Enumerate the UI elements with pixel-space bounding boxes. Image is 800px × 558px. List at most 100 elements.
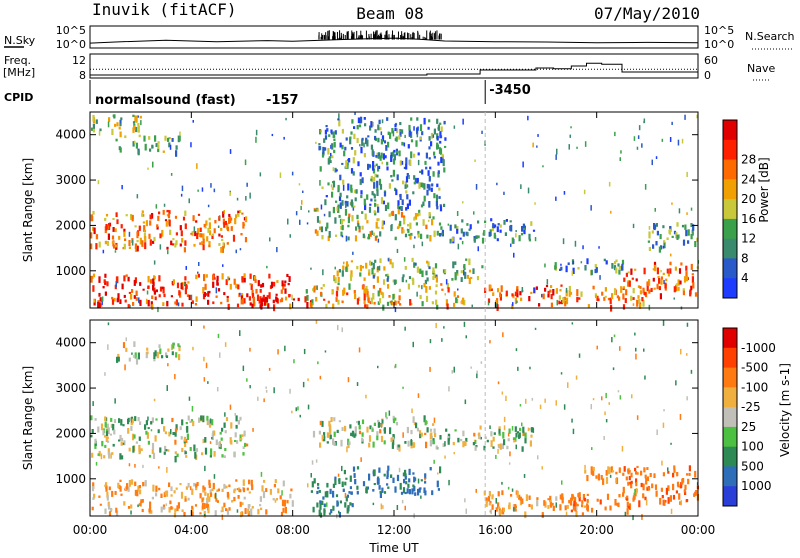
heatmap-cell bbox=[134, 416, 137, 422]
heatmap-cell bbox=[181, 238, 184, 243]
heatmap-cell bbox=[340, 225, 343, 230]
heatmap-cell bbox=[642, 287, 645, 294]
heatmap-cell bbox=[534, 202, 536, 205]
heatmap-cell bbox=[324, 135, 328, 140]
heatmap-cell bbox=[586, 499, 589, 503]
heatmap-cell bbox=[618, 494, 621, 498]
heatmap-cell bbox=[233, 278, 236, 285]
heatmap-cell bbox=[189, 447, 192, 451]
heatmap-cell bbox=[352, 171, 355, 176]
heatmap-cell bbox=[175, 150, 178, 157]
heatmap-cell bbox=[347, 216, 350, 224]
heatmap-cell bbox=[521, 422, 523, 427]
heatmap-cell bbox=[509, 451, 511, 457]
heatmap-cell bbox=[676, 222, 679, 227]
heatmap-cell bbox=[583, 189, 586, 195]
heatmap-cell bbox=[159, 233, 162, 239]
heatmap-cell bbox=[127, 304, 130, 308]
heatmap-cell bbox=[515, 444, 517, 450]
heatmap-cell bbox=[151, 213, 154, 219]
velocity-heatmap bbox=[90, 320, 699, 521]
heatmap-cell bbox=[382, 153, 385, 160]
heatmap-cell bbox=[228, 277, 231, 281]
heatmap-cell bbox=[628, 476, 631, 481]
heatmap-cell bbox=[570, 509, 573, 513]
heatmap-cell bbox=[237, 419, 240, 425]
heatmap-cell bbox=[176, 282, 180, 289]
heatmap-cell bbox=[528, 233, 531, 240]
heatmap-cell bbox=[644, 496, 647, 501]
heatmap-cell bbox=[406, 488, 409, 494]
heatmap-cell bbox=[402, 180, 405, 185]
heatmap-cell bbox=[367, 135, 370, 138]
heatmap-cell bbox=[125, 214, 128, 217]
heatmap-cell bbox=[352, 251, 354, 255]
heatmap-cell bbox=[307, 483, 309, 488]
heatmap-cell bbox=[435, 194, 439, 202]
heatmap-cell bbox=[399, 220, 402, 227]
heatmap-cell bbox=[425, 295, 429, 302]
heatmap-cell bbox=[149, 501, 152, 509]
heatmap-cell bbox=[607, 297, 610, 301]
heatmap-cell bbox=[321, 420, 324, 427]
heatmap-cell bbox=[410, 443, 413, 449]
heatmap-cell bbox=[615, 471, 618, 475]
heatmap-cell bbox=[409, 299, 412, 306]
heatmap-cell bbox=[675, 232, 678, 239]
heatmap-cell bbox=[440, 126, 443, 132]
heatmap-cell bbox=[168, 431, 171, 437]
heatmap-cell bbox=[323, 138, 326, 143]
heatmap-cell bbox=[191, 231, 194, 237]
heatmap-cell bbox=[164, 135, 167, 141]
heatmap-cell bbox=[657, 276, 660, 279]
heatmap-cell bbox=[314, 209, 317, 212]
heatmap-cell bbox=[429, 166, 432, 170]
heatmap-cell bbox=[165, 490, 169, 497]
heatmap-cell bbox=[396, 174, 399, 181]
heatmap-cell bbox=[604, 295, 607, 298]
heatmap-cell bbox=[515, 233, 517, 238]
heatmap-cell bbox=[377, 218, 380, 221]
heatmap-cell bbox=[330, 184, 333, 188]
heatmap-cell bbox=[518, 432, 521, 438]
heatmap-cell bbox=[150, 279, 153, 284]
heatmap-cell bbox=[442, 269, 445, 273]
heatmap-cell bbox=[690, 369, 693, 374]
heatmap-cell bbox=[367, 297, 370, 303]
heatmap-cell bbox=[120, 224, 123, 229]
heatmap-cell bbox=[410, 429, 413, 435]
heatmap-cell bbox=[120, 117, 123, 121]
heatmap-cell bbox=[289, 493, 292, 499]
heatmap-cell bbox=[602, 478, 605, 485]
heatmap-cell bbox=[595, 267, 598, 273]
heatmap-cell bbox=[203, 377, 206, 382]
heatmap-cell bbox=[344, 481, 347, 486]
heatmap-cell bbox=[216, 275, 219, 281]
heatmap-cell bbox=[421, 270, 424, 277]
heatmap-cell bbox=[531, 397, 534, 401]
heatmap-cell bbox=[362, 233, 365, 238]
heatmap-cell bbox=[616, 295, 619, 299]
heatmap-cell bbox=[597, 473, 600, 481]
heatmap-cell bbox=[351, 119, 354, 124]
heatmap-cell bbox=[442, 159, 445, 167]
heatmap-cell bbox=[193, 444, 196, 452]
heatmap-cell bbox=[112, 218, 115, 221]
heatmap-cell bbox=[523, 230, 526, 235]
heatmap-cell bbox=[380, 291, 383, 295]
heatmap-cell bbox=[156, 351, 159, 359]
heatmap-cell bbox=[246, 293, 249, 298]
heatmap-cell bbox=[417, 393, 420, 398]
heatmap-cell bbox=[456, 273, 459, 276]
heatmap-cell bbox=[259, 496, 262, 502]
heatmap-cell bbox=[280, 297, 284, 303]
heatmap-cell bbox=[154, 350, 157, 357]
heatmap-cell bbox=[464, 272, 467, 279]
heatmap-cell bbox=[409, 234, 412, 240]
heatmap-cell bbox=[375, 221, 378, 229]
heatmap-cell bbox=[436, 304, 439, 310]
heatmap-cell bbox=[392, 439, 395, 445]
heatmap-cell bbox=[194, 451, 197, 459]
heatmap-cell bbox=[476, 276, 480, 281]
heatmap-cell bbox=[591, 447, 593, 450]
